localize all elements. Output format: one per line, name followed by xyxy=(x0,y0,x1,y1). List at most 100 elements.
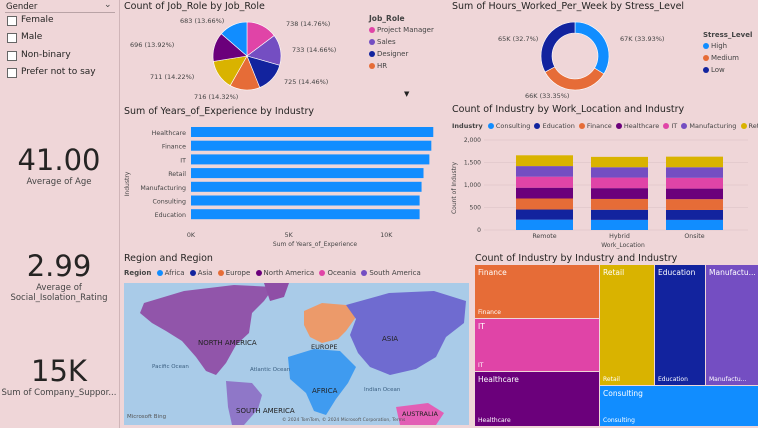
stack-segment[interactable] xyxy=(516,166,573,177)
hbar-category-label: Education xyxy=(155,212,186,219)
hbar-bar[interactable] xyxy=(191,195,420,206)
treemap-cell-consulting[interactable]: Consulting Consulting xyxy=(600,386,758,426)
stack-segment[interactable] xyxy=(516,198,573,210)
legend-item-designer[interactable]: Designer xyxy=(369,50,434,58)
hbar-bar[interactable] xyxy=(191,168,424,179)
hbar-xlabel: Sum of Years_of_Experience xyxy=(273,241,357,248)
dot-icon xyxy=(217,270,224,276)
hbar-bar[interactable] xyxy=(191,154,430,165)
stack-segment[interactable] xyxy=(666,209,723,220)
map-ocean-label-pacific: Pacific Ocean xyxy=(152,364,189,370)
legend-item-south-america[interactable]: South America xyxy=(361,269,421,277)
stack-segment[interactable] xyxy=(591,167,648,178)
checkbox-prefer-not[interactable] xyxy=(7,68,17,78)
checkbox-female-label[interactable]: Female xyxy=(21,15,54,25)
legend-item-europe[interactable]: Europe xyxy=(217,269,250,277)
legend-item-healthcare[interactable]: Healthcare xyxy=(615,122,659,130)
world-map[interactable]: NORTH AMERICA EUROPE ASIA AFRICA SOUTH A… xyxy=(124,283,469,425)
region-africa[interactable] xyxy=(288,349,356,415)
stack-segment[interactable] xyxy=(666,219,723,230)
hbar-category-label: Finance xyxy=(162,144,186,151)
checkbox-non-binary[interactable] xyxy=(7,51,17,61)
scroll-down-icon[interactable]: ▼ xyxy=(404,90,410,98)
legend-item-retail[interactable]: Retail xyxy=(740,122,758,130)
legend-label: Finance xyxy=(586,122,612,130)
checkbox-male-label[interactable]: Male xyxy=(21,32,43,42)
legend-item-it[interactable]: IT xyxy=(663,122,677,130)
pie-chart[interactable]: 738 (14.76%) 733 (14.66%) 725 (14.46%) 716 … xyxy=(124,12,444,102)
legend-item-africa[interactable]: Africa xyxy=(156,269,185,277)
legend-item-low[interactable]: Low xyxy=(703,66,752,74)
stack-segment[interactable] xyxy=(516,209,573,220)
region-oceania[interactable] xyxy=(396,403,444,425)
map-title: Region and Region xyxy=(124,253,213,264)
checkbox-male[interactable] xyxy=(7,33,17,43)
donut-slice[interactable] xyxy=(540,21,576,73)
legend-item-north-america[interactable]: North America xyxy=(255,269,315,277)
legend-item-asia[interactable]: Asia xyxy=(189,269,213,277)
stack-segment[interactable] xyxy=(591,198,648,210)
treemap-cell-retail[interactable]: Retail Retail xyxy=(600,265,654,385)
treemap-cell-education[interactable]: Education Education xyxy=(655,265,705,385)
stack-segment[interactable] xyxy=(516,187,573,199)
legend-item-manufacturing[interactable]: Manufacturing xyxy=(681,122,736,130)
pie-data-label: 733 (14.66%) xyxy=(292,46,336,54)
legend-item-project-manager[interactable]: Project Manager xyxy=(369,26,434,34)
legend-label: Asia xyxy=(197,269,213,277)
stack-category-label: Onsite xyxy=(684,233,704,240)
slicer-title: Gender xyxy=(6,2,38,12)
stack-segment[interactable] xyxy=(516,176,573,188)
donut-slice[interactable] xyxy=(544,66,605,91)
hbar-bar[interactable] xyxy=(191,127,434,137)
stack-segment[interactable] xyxy=(666,199,723,210)
bing-logo: Microsoft Bing xyxy=(127,414,166,420)
stack-chart[interactable]: 2,000 1,500 1,000 500 0 Remote Hybrid Onsite Co… xyxy=(448,132,754,250)
checkbox-non-binary-label[interactable]: Non-binary xyxy=(21,50,71,60)
stack-segment[interactable] xyxy=(516,219,573,230)
cell-sublabel: Manufactu... xyxy=(709,376,747,383)
dot-icon xyxy=(703,67,709,73)
stack-segment[interactable] xyxy=(666,156,723,168)
hbar-bar[interactable] xyxy=(191,181,422,192)
pie-slice[interactable] xyxy=(220,21,248,57)
region-asia[interactable] xyxy=(346,291,466,375)
legend-item-education[interactable]: Education xyxy=(534,122,575,130)
treemap-cell-healthcare[interactable]: Healthcare Healthcare xyxy=(475,372,599,426)
legend-item-high[interactable]: High xyxy=(703,42,752,50)
stack-segment[interactable] xyxy=(591,177,648,189)
map-label-south-america: SOUTH AMERICA xyxy=(236,407,295,415)
donut-chart[interactable]: 67K (33.93%) 66K (33.35%) 65K (32.7%) xyxy=(452,12,752,102)
treemap-cell-it[interactable]: IT IT xyxy=(475,319,599,371)
stack-segment[interactable] xyxy=(591,209,648,220)
dot-icon xyxy=(189,270,196,276)
treemap-cell-finance[interactable]: Finance Finance xyxy=(475,265,599,318)
legend-item-finance[interactable]: Finance xyxy=(578,122,612,130)
kpi-value: 15K xyxy=(31,354,87,388)
chevron-down-icon[interactable]: ⌄ xyxy=(104,0,112,10)
donut-slice[interactable] xyxy=(574,21,610,75)
region-south-america[interactable] xyxy=(226,381,262,425)
hbar-bar[interactable] xyxy=(191,140,432,151)
legend-item-sales[interactable]: Sales xyxy=(369,38,434,46)
legend-item-medium[interactable]: Medium xyxy=(703,54,752,62)
stack-segment[interactable] xyxy=(591,219,648,230)
legend-label: Oceania xyxy=(327,269,357,277)
stack-segment[interactable] xyxy=(591,188,648,199)
legend-item-consulting[interactable]: Consulting xyxy=(487,122,530,130)
stack-segment[interactable] xyxy=(666,177,723,189)
legend-item-oceania[interactable]: Oceania xyxy=(319,269,356,277)
hbar-chart[interactable]: Healthcare Finance IT Retail Manufacturing Co… xyxy=(120,118,445,250)
hbar-bar[interactable] xyxy=(191,209,420,220)
stack-segment[interactable] xyxy=(516,155,573,167)
stack-segment[interactable] xyxy=(666,188,723,200)
treemap-cell-manufacturing[interactable]: Manufactu... Manufactu... xyxy=(706,265,758,385)
stack-segment[interactable] xyxy=(666,167,723,178)
legend-label: North America xyxy=(263,269,315,277)
region-north-america[interactable] xyxy=(140,285,274,375)
checkbox-female[interactable] xyxy=(7,16,17,26)
region-europe[interactable] xyxy=(304,303,356,343)
stack-segment[interactable] xyxy=(591,156,648,168)
checkbox-prefer-not-label[interactable]: Prefer not to say xyxy=(21,67,96,77)
legend-item-hr[interactable]: HR xyxy=(369,62,434,70)
stack-category-label: Hybrid xyxy=(609,233,630,240)
